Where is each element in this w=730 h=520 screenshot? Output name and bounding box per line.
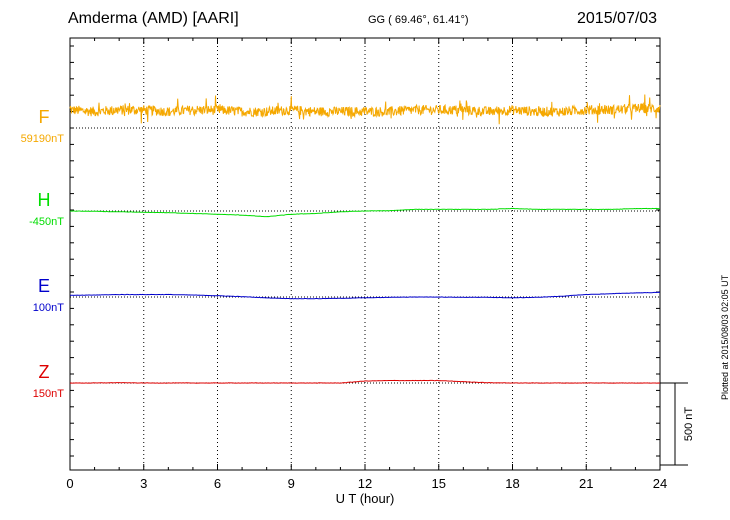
component-baseline-e: 100nT — [33, 302, 64, 314]
component-label-e: E — [38, 276, 50, 296]
station-title: Amderma (AMD) [AARI] — [68, 10, 239, 27]
x-axis-label: U T (hour) — [336, 491, 395, 506]
x-tick-label: 12 — [358, 476, 372, 491]
component-label-f: F — [39, 107, 50, 127]
coordinates-label: GG ( 69.46°, 61.41°) — [368, 14, 469, 26]
component-label-z: Z — [39, 362, 50, 382]
x-tick-label: 24 — [653, 476, 667, 491]
x-tick-label: 3 — [140, 476, 147, 491]
date-label: 2015/07/03 — [577, 10, 658, 27]
component-baseline-f: 59190nT — [21, 133, 65, 145]
trace-f — [69, 94, 661, 125]
x-tick-label: 21 — [579, 476, 593, 491]
x-tick-label: 15 — [432, 476, 446, 491]
x-tick-label: 9 — [288, 476, 295, 491]
trace-z — [69, 379, 661, 384]
x-tick-label: 6 — [214, 476, 221, 491]
component-baseline-h: -450nT — [29, 216, 64, 228]
component-baseline-z: 150nT — [33, 388, 64, 400]
x-tick-label: 0 — [66, 476, 73, 491]
trace-e — [69, 291, 661, 300]
x-tick-label: 18 — [505, 476, 519, 491]
component-label-h: H — [38, 190, 51, 210]
trace-h — [69, 207, 661, 218]
scale-bar-label: 500 nT — [683, 407, 695, 442]
